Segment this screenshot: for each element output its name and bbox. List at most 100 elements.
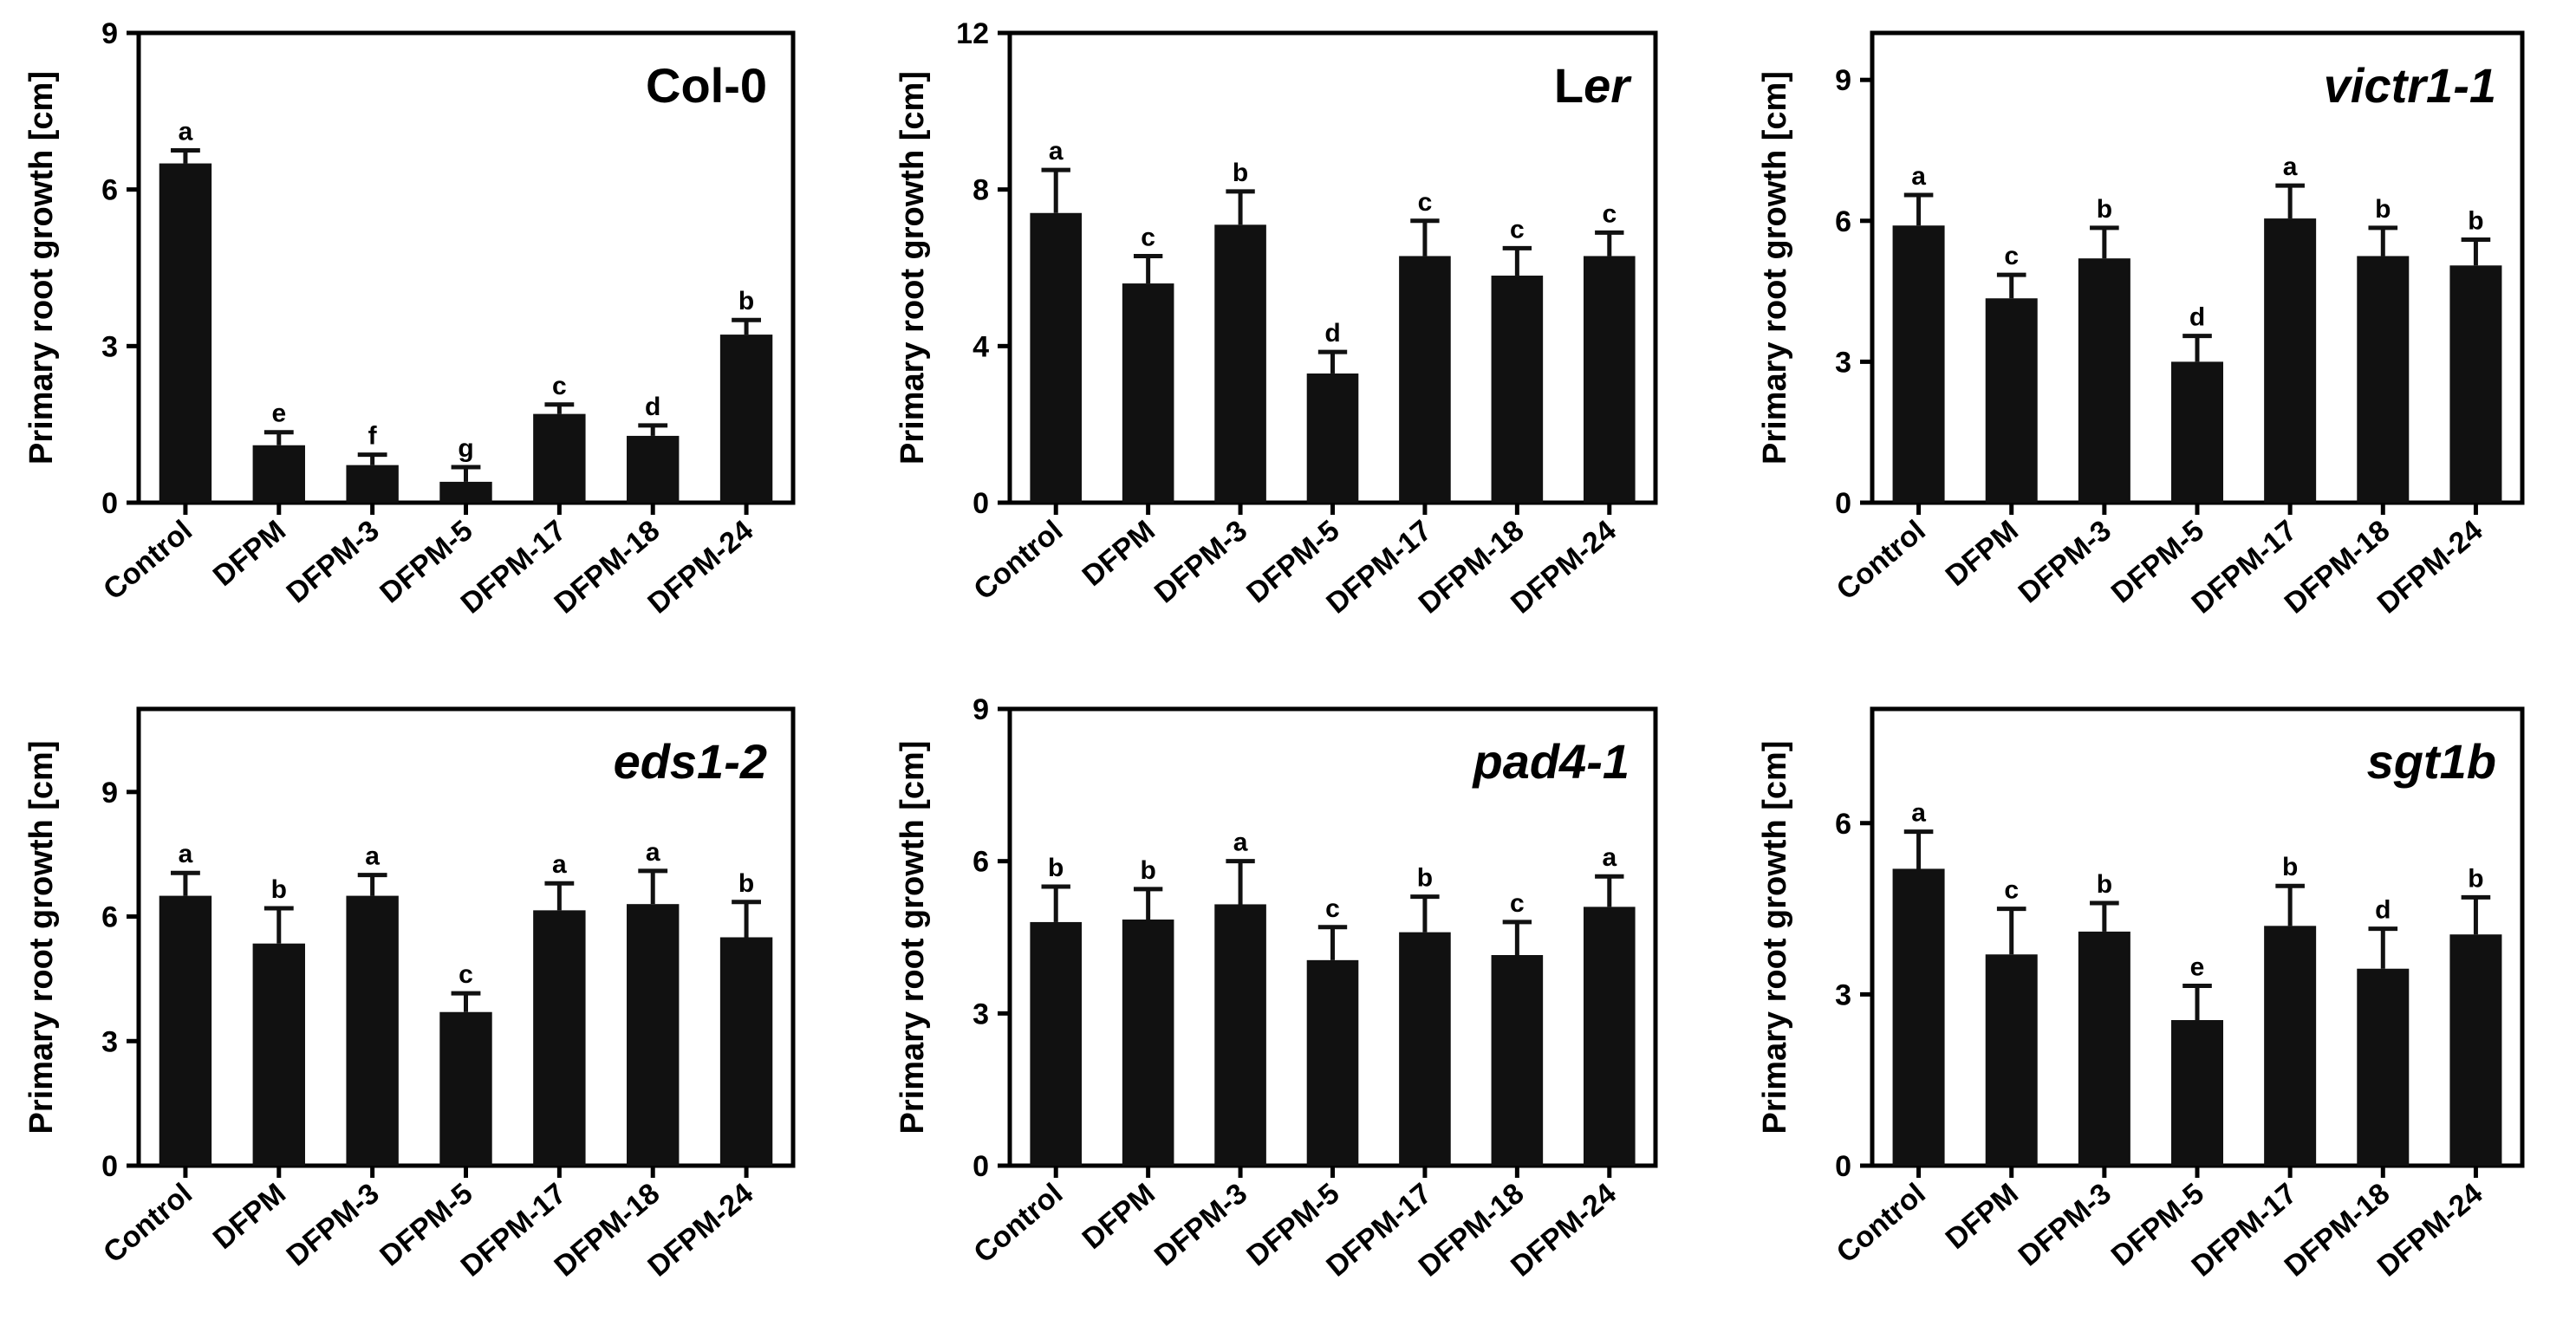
panel-title-part: L [1554, 58, 1584, 113]
category-label: DFPM-3 [280, 514, 385, 609]
bar [1491, 276, 1544, 503]
panel-title-part: victr1-1 [2324, 58, 2496, 113]
panel-title: victr1-1 [2324, 58, 2496, 113]
significance-letter: a [1911, 799, 1926, 828]
significance-letter: g [458, 434, 473, 463]
y-tick-label: 4 [973, 330, 989, 363]
y-tick-label: 8 [973, 174, 989, 207]
panel-title: pad4-1 [1472, 734, 1630, 789]
significance-letter: a [2283, 153, 2298, 181]
significance-letter: b [2468, 864, 2483, 893]
panel-5: 0 3 6 9 Primary root growth [cm] pad4-1 b Contr… [894, 693, 1658, 1284]
category-label: DFPM-18 [548, 514, 666, 621]
bar [159, 895, 212, 1166]
y-tick-label: 9 [973, 693, 989, 726]
y-tick-label: 0 [973, 487, 989, 520]
bar [1122, 283, 1174, 503]
significance-letter: a [365, 842, 380, 871]
y-tick-label: 9 [1835, 64, 1851, 97]
significance-letter: e [271, 400, 286, 428]
significance-letter: c [1325, 894, 1340, 923]
significance-letter: b [271, 875, 287, 904]
panel-title: sgt1b [2367, 734, 2496, 789]
bar [252, 445, 305, 503]
significance-letter: b [1048, 854, 1064, 882]
significance-letter: a [1049, 137, 1064, 166]
panel-title: Ler [1554, 58, 1632, 113]
significance-letter: c [1141, 223, 1155, 251]
significance-letter: b [738, 869, 754, 898]
significance-letter: a [552, 850, 567, 879]
panel-title-part: Col-0 [646, 58, 767, 113]
bar [2171, 1020, 2223, 1166]
significance-letter: a [646, 838, 660, 867]
bar [533, 910, 586, 1166]
bar [719, 937, 773, 1166]
category-label: DFPM-3 [2013, 514, 2117, 609]
panel-title-part: pad4-1 [1472, 734, 1630, 789]
panel-3: 0 3 6 9 Primary root growth [cm] victr1-1 a Con… [1757, 30, 2525, 621]
y-tick-label: 6 [1835, 808, 1851, 841]
category-label: DFPM-3 [1148, 514, 1253, 609]
category-label: Control [967, 514, 1069, 607]
category-label: DFPM [1940, 514, 2025, 593]
bar [1892, 225, 1945, 503]
significance-letter: c [1602, 199, 1617, 228]
bar [1214, 904, 1266, 1166]
bar [1030, 921, 1083, 1166]
y-axis-label: Primary root growth [cm] [1757, 71, 1793, 465]
bar [533, 413, 586, 503]
bar [1214, 224, 1266, 503]
significance-letter: b [1417, 864, 1433, 893]
category-label: DFPM [1077, 514, 1161, 593]
bar [1306, 373, 1359, 503]
significance-letter: a [1233, 829, 1248, 857]
bar [439, 1011, 492, 1166]
significance-letter: b [2375, 195, 2391, 224]
significance-letter: b [2097, 870, 2112, 899]
y-tick-label: 6 [101, 174, 118, 207]
significance-letter: b [2282, 853, 2298, 881]
bar [1491, 954, 1544, 1166]
significance-letter: b [1233, 159, 1248, 187]
significance-letter: c [1510, 889, 1525, 918]
bar [2078, 931, 2130, 1166]
panel-title-part: er [1584, 58, 1632, 113]
category-label: DFPM-3 [280, 1177, 385, 1272]
significance-letter: c [1510, 215, 1525, 244]
significance-letter: c [552, 372, 567, 400]
bar [159, 163, 212, 504]
category-label: Control [97, 1177, 198, 1270]
category-label: Control [1831, 1177, 1932, 1270]
y-axis-label: Primary root growth [cm] [1757, 741, 1793, 1134]
bar [439, 481, 492, 503]
significance-letter: a [179, 840, 193, 868]
category-label: DFPM-3 [2013, 1177, 2117, 1272]
significance-letter: f [368, 422, 378, 451]
significance-letter: c [2004, 242, 2019, 270]
bar [1399, 932, 1451, 1166]
y-tick-label: 6 [973, 846, 989, 879]
bar [1030, 212, 1083, 503]
bar [2449, 265, 2502, 503]
category-label: Control [1831, 514, 1932, 607]
significance-letter: e [2190, 952, 2205, 981]
bar [346, 895, 399, 1166]
bar [2449, 934, 2502, 1166]
panel-4: 0 3 6 9 Primary root growth [cm] eds1-2 a Contr… [23, 706, 796, 1284]
y-tick-label: 0 [973, 1150, 989, 1183]
y-tick-label: 6 [101, 901, 118, 934]
significance-letter: b [2468, 206, 2483, 235]
significance-letter: d [1324, 319, 1340, 348]
y-tick-label: 6 [1835, 205, 1851, 238]
significance-letter: a [179, 118, 193, 146]
bar [2264, 926, 2317, 1166]
significance-letter: a [1911, 162, 1926, 191]
significance-letter: b [2097, 195, 2112, 224]
significance-letter: c [459, 960, 473, 989]
y-axis-label: Primary root growth [cm] [894, 71, 931, 465]
bar [346, 465, 399, 503]
bar [627, 435, 680, 503]
